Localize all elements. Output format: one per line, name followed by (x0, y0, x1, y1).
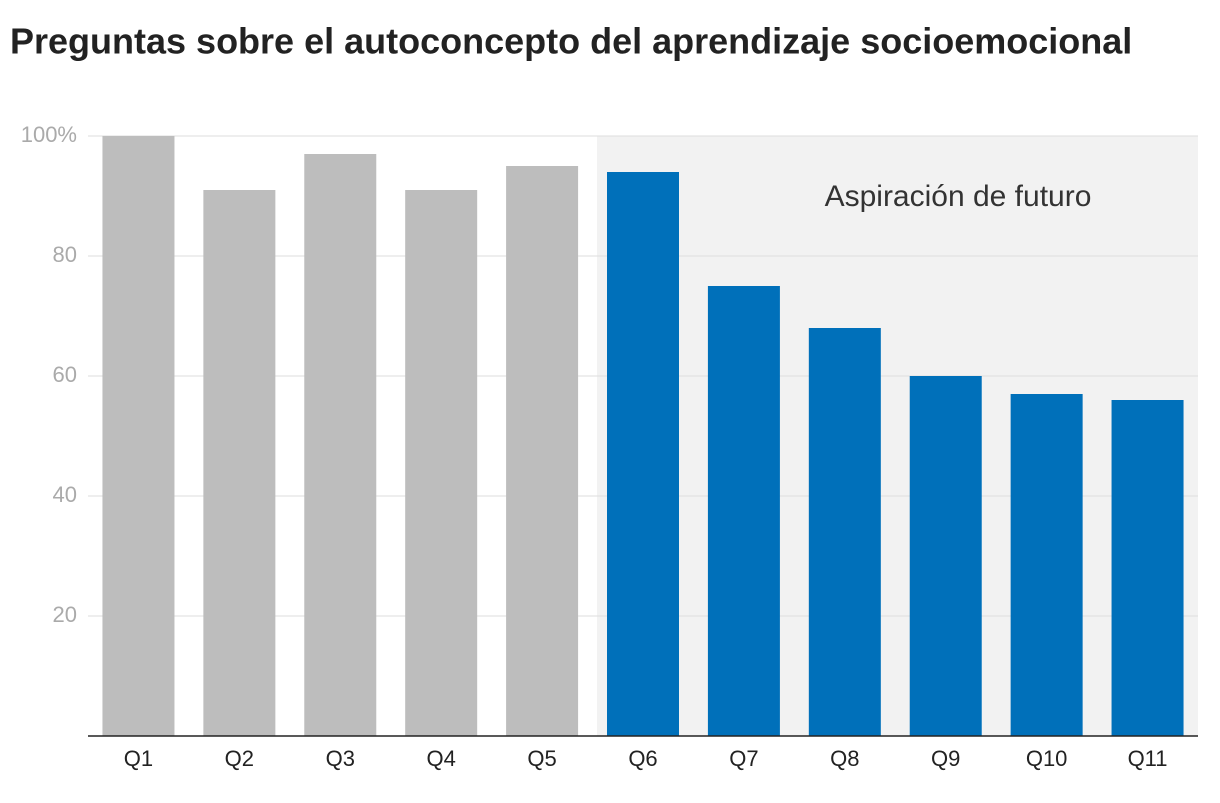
x-tick-label: Q6 (628, 746, 657, 771)
x-tick-label: Q8 (830, 746, 859, 771)
x-tick-label: Q7 (729, 746, 758, 771)
bar (102, 136, 175, 736)
bar (506, 166, 579, 736)
x-tick-label: Q1 (124, 746, 153, 771)
bar (405, 190, 478, 736)
bar (1111, 400, 1184, 736)
x-tick-label: Q10 (1026, 746, 1068, 771)
bar (607, 172, 679, 736)
x-tick-label: Q2 (225, 746, 254, 771)
bar (203, 190, 276, 736)
bar (707, 286, 780, 736)
y-tick-label: 80 (53, 242, 77, 267)
highlight-region (597, 136, 1198, 736)
chart-title: Preguntas sobre el autoconcepto del apre… (10, 21, 1132, 62)
x-tick-label: Q3 (326, 746, 355, 771)
x-tick-label: Q11 (1128, 746, 1168, 771)
bar (1010, 394, 1083, 736)
x-tick-label: Q5 (527, 746, 556, 771)
y-tick-label: 60 (53, 362, 77, 387)
annotation: Aspiración de futuro (825, 180, 1092, 213)
bar (304, 154, 377, 736)
x-tick-label: Q4 (427, 746, 456, 771)
bar (909, 376, 982, 736)
bar (808, 328, 881, 736)
y-tick-label: 40 (53, 482, 77, 507)
y-tick-label: 100% (21, 122, 77, 147)
bars: Q1 Q2 Q3 Q4 Q5 Q6 Q7 Q8 Q9 Q10 Q11 (102, 136, 1184, 771)
x-tick-label: Q9 (931, 746, 960, 771)
y-tick-label: 20 (53, 602, 77, 627)
